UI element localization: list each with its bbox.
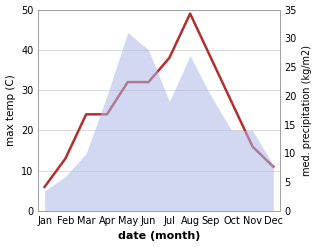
- Y-axis label: max temp (C): max temp (C): [5, 74, 16, 146]
- X-axis label: date (month): date (month): [118, 231, 200, 242]
- Y-axis label: med. precipitation (kg/m2): med. precipitation (kg/m2): [302, 45, 313, 176]
